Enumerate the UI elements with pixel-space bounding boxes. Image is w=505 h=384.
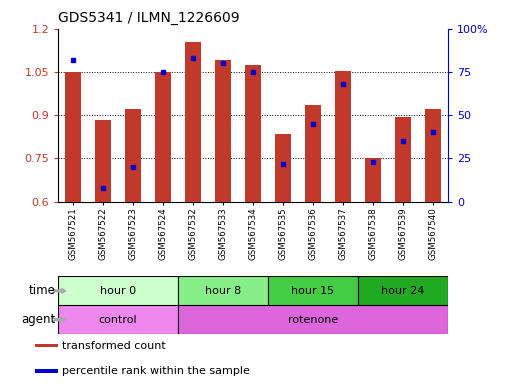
Bar [95, 119, 111, 202]
Bar [178, 305, 447, 334]
Bar [35, 369, 58, 373]
Bar [35, 344, 58, 348]
Text: hour 24: hour 24 [380, 286, 424, 296]
Bar [268, 276, 357, 305]
Bar [155, 72, 171, 202]
Bar [244, 65, 261, 202]
Bar [357, 276, 447, 305]
Text: time: time [29, 285, 56, 297]
Text: control: control [98, 314, 137, 325]
Bar [274, 134, 291, 202]
Text: percentile rank within the sample: percentile rank within the sample [62, 366, 249, 376]
Bar [394, 117, 410, 202]
Text: hour 15: hour 15 [291, 286, 334, 296]
Bar [304, 105, 321, 202]
Bar [334, 71, 350, 202]
Text: hour 0: hour 0 [100, 286, 136, 296]
Bar [214, 60, 231, 202]
Bar [364, 159, 380, 202]
Text: transformed count: transformed count [62, 341, 165, 351]
Bar [58, 305, 178, 334]
Text: hour 8: hour 8 [205, 286, 241, 296]
Bar [424, 109, 440, 202]
Bar [184, 42, 201, 202]
Text: agent: agent [21, 313, 56, 326]
Bar [125, 109, 141, 202]
Text: rotenone: rotenone [287, 314, 337, 325]
Bar [65, 72, 81, 202]
Bar [58, 276, 178, 305]
Text: GDS5341 / ILMN_1226609: GDS5341 / ILMN_1226609 [58, 11, 239, 25]
Bar [178, 276, 268, 305]
